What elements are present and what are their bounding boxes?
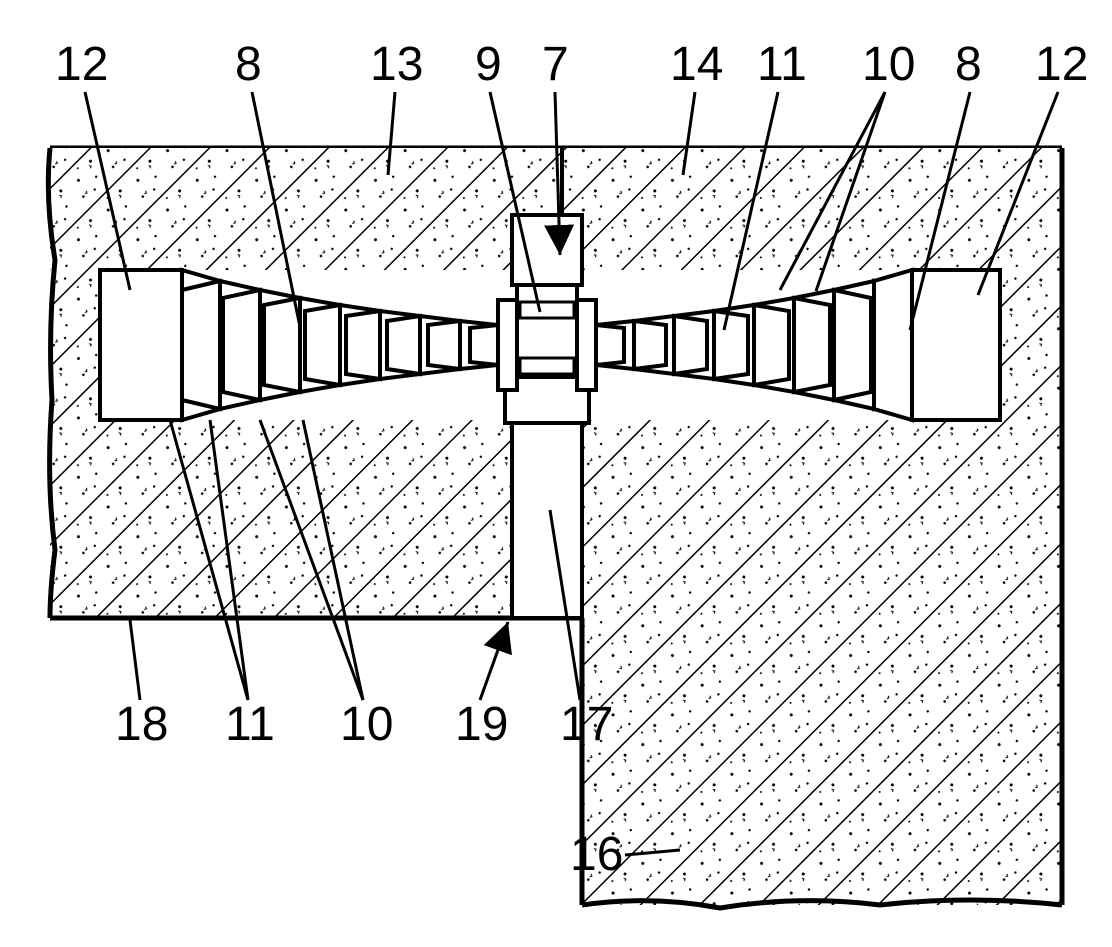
label-9: 9 [475,38,502,91]
label-13: 13 [370,38,423,91]
spring-right [577,270,1000,420]
diagram-container: 12 8 13 9 7 14 11 10 8 12 18 11 [0,0,1112,947]
label-12-top-right: 12 [1035,38,1088,91]
label-17: 17 [560,698,613,751]
label-12-top-left: 12 [55,38,108,91]
central-mechanism [505,215,589,618]
label-10-top: 10 [862,38,915,91]
label-8-top-left: 8 [235,38,262,91]
label-11-top: 11 [757,38,807,91]
label-18: 18 [115,698,168,751]
label-10-bottom: 10 [340,698,393,751]
label-7: 7 [542,38,569,91]
label-11-bottom: 11 [225,698,275,751]
technical-diagram: 12 8 13 9 7 14 11 10 8 12 18 11 [0,0,1112,947]
label-19: 19 [455,698,508,751]
spring-left [100,270,517,420]
label-16: 16 [570,828,623,881]
label-8-top-right: 8 [955,38,982,91]
label-14: 14 [670,38,723,91]
